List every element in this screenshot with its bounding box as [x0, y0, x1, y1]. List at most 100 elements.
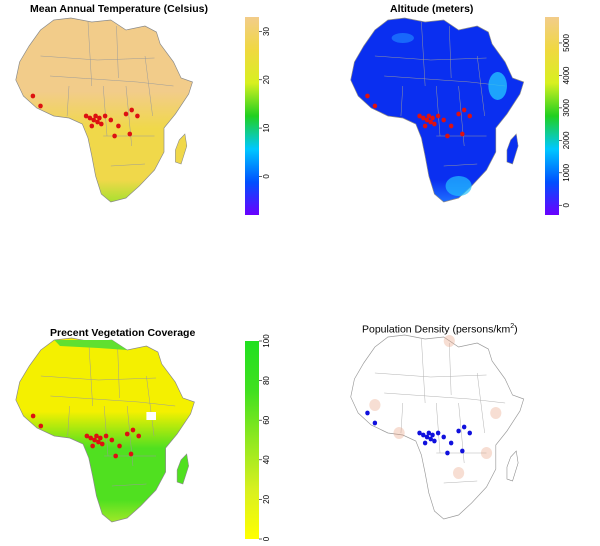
colorbar-tick-label: 100	[262, 334, 271, 348]
country-border	[421, 21, 426, 87]
madagascar-shape	[506, 133, 519, 165]
population-map	[350, 334, 525, 520]
colorbar-tick-label: 40	[262, 455, 271, 464]
country-border	[87, 21, 93, 87]
country-border	[116, 25, 119, 79]
sample-point	[103, 433, 109, 439]
sample-point	[365, 93, 370, 99]
continent-shape	[15, 17, 193, 203]
sample-point	[129, 107, 134, 113]
highland-area	[445, 176, 472, 196]
sample-point	[83, 113, 89, 119]
density-patch	[480, 447, 493, 459]
colorbar-tick-label: 20	[262, 75, 271, 84]
panel-title: Population Density (persons/km2)	[362, 323, 518, 336]
sample-point	[372, 420, 378, 426]
continent-shape	[350, 17, 525, 203]
colorbar: 0 10 20 30	[245, 17, 271, 215]
country-border	[436, 402, 441, 454]
country-border	[400, 85, 404, 117]
sample-point	[421, 432, 426, 438]
sample-point	[445, 450, 450, 456]
sample-point	[30, 413, 36, 419]
sample-point	[432, 438, 437, 444]
country-border	[67, 405, 70, 437]
colorbar-tick-label: 80	[262, 376, 271, 385]
madagascar-shape	[175, 133, 188, 165]
country-border	[103, 405, 109, 457]
country-border	[117, 345, 120, 399]
sample-point	[421, 115, 426, 121]
country-border	[49, 75, 174, 87]
highland-area	[391, 33, 414, 43]
sample-point	[130, 427, 136, 433]
sample-point	[124, 431, 130, 437]
density-patch	[443, 335, 455, 347]
country-border	[374, 55, 487, 61]
colorbar-tick-label: 60	[262, 415, 271, 424]
sample-point	[87, 115, 93, 121]
sample-point	[98, 435, 103, 441]
sample-point	[91, 117, 96, 123]
sample-point	[448, 123, 454, 129]
country-border	[40, 375, 157, 381]
sample-point	[112, 133, 117, 139]
country-border	[110, 163, 146, 167]
sample-point	[372, 103, 378, 109]
country-border	[111, 483, 147, 487]
colorbar-tick-label: 2000	[562, 131, 571, 149]
sample-point	[102, 113, 108, 119]
sample-point	[109, 437, 115, 443]
sample-point	[84, 433, 90, 439]
density-patch	[490, 407, 502, 419]
sample-point	[441, 434, 446, 440]
sample-point	[430, 432, 435, 438]
country-border	[449, 25, 452, 79]
sample-point	[460, 131, 465, 137]
country-border	[476, 55, 485, 117]
sample-point	[108, 117, 114, 123]
colorbar-tick-label: 0	[562, 202, 571, 207]
sample-point	[94, 433, 99, 439]
sample-point	[99, 441, 105, 447]
colorbar-tick-label: 3000	[562, 98, 571, 116]
temperature-panel: Mean Annual Temperature (Celsius) 0 10 20 3…	[0, 0, 300, 273]
country-border	[443, 163, 478, 167]
sample-point	[461, 107, 467, 113]
sample-point	[116, 123, 121, 129]
sample-point	[424, 117, 430, 123]
sample-point	[456, 111, 461, 117]
temperature-map: 0 10 20 30	[15, 17, 271, 215]
population-panel: Population Density (persons/km2)	[300, 273, 600, 546]
sample-point	[428, 436, 433, 442]
sample-point	[417, 430, 422, 436]
sample-point	[38, 103, 43, 109]
country-border	[400, 402, 404, 434]
colorbar-gradient	[545, 17, 559, 215]
sample-point	[430, 115, 435, 121]
country-border	[374, 372, 487, 378]
sample-point	[441, 117, 446, 123]
sample-point	[99, 121, 104, 127]
panel-title: Precent Vegetation Coverage	[50, 327, 196, 339]
density-patch	[453, 467, 465, 479]
africa-map	[350, 334, 525, 520]
colorbar-gradient	[245, 17, 259, 215]
sample-point	[88, 435, 94, 441]
sample-point	[422, 440, 428, 446]
sample-point	[422, 123, 428, 129]
sample-point	[113, 453, 118, 459]
sample-point	[92, 437, 97, 443]
sample-point	[467, 113, 472, 119]
madagascar-shape	[506, 450, 519, 482]
sample-point	[93, 113, 98, 119]
country-border	[40, 55, 155, 61]
colorbar-tick-label: 1000	[562, 163, 571, 181]
sample-point	[435, 430, 441, 436]
sample-point	[117, 443, 122, 449]
altitude-panel: Altitude (meters) 0 1000 2000 3000 4000 5000	[300, 0, 600, 273]
colorbar-tick-label: 5000	[562, 34, 571, 52]
sample-point	[97, 115, 102, 121]
continent-shape	[350, 334, 525, 520]
vegetation-panel: Precent Vegetation Coverage 0 20 40 60 80 100	[0, 273, 300, 546]
